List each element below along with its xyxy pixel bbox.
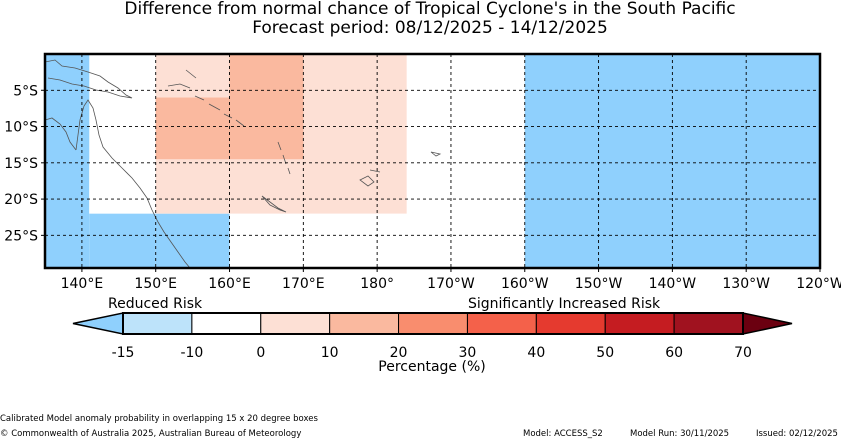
probability-cell-2 (155, 213, 230, 268)
probability-cells (45, 54, 820, 268)
colorbar-tick-8: 60 (665, 345, 683, 361)
samoa-coast (430, 151, 442, 157)
probability-cell-9 (450, 54, 525, 268)
lon-tick-label-5: 170°W (427, 276, 475, 292)
probability-cell-3 (89, 159, 156, 214)
forecast-period: Forecast period: 08/12/2025 - 14/12/2025 (252, 18, 608, 38)
probability-cell-10 (524, 54, 820, 268)
probability-cell-1 (89, 213, 156, 268)
colorbar-segment-2 (260, 312, 331, 335)
lat-tick-label-2: 15°S (4, 156, 38, 172)
colorbar-over-arrow (742, 312, 793, 335)
lon-tick-label-9: 130°W (722, 276, 770, 292)
colorbar-segment-1 (191, 312, 262, 335)
probability-cell-8 (377, 54, 407, 214)
colorbar-tick-5: 30 (459, 345, 477, 361)
colorbar-under-arrow (72, 312, 124, 335)
colorbar-tick-9: 70 (734, 345, 752, 361)
lat-tick-label-4: 25°S (4, 228, 38, 244)
colorbar-tick-3: 10 (321, 345, 339, 361)
colorbar-segment-8 (673, 312, 744, 335)
gulf-coast (45, 117, 77, 151)
model-name: Model: ACCESS_S2 (523, 429, 603, 439)
map-frame (43, 52, 822, 270)
new-britain-coast (167, 69, 197, 89)
probability-cell-6 (229, 54, 304, 160)
colorbar-segment-4 (398, 312, 468, 335)
copyright: © Commonwealth of Australia 2025, Austra… (0, 429, 302, 439)
reduced-risk-label: Reduced Risk (108, 296, 203, 312)
fiji-coast (359, 169, 381, 187)
colorbar-segment-7 (604, 312, 675, 335)
increased-risk-label: Significantly Increased Risk (468, 296, 661, 312)
issued-date: Issued: 02/12/2025 (756, 429, 838, 439)
colorbar-segment-6 (535, 312, 606, 335)
lon-tick-label-7: 150°W (575, 276, 623, 292)
colorbar: -15 -10 0 10 20 30 40 50 60 70 (72, 312, 793, 361)
colorbar-segment-0 (122, 312, 193, 335)
australia-coast (75, 99, 191, 268)
lat-tick-label-0: 5°S (13, 83, 38, 99)
colorbar-tick-0: -15 (112, 345, 135, 361)
model-run: Model Run: 30/11/2025 (630, 429, 730, 439)
probability-cell-0 (45, 54, 90, 268)
lat-tick-label-3: 20°S (4, 192, 38, 208)
map-title: Difference from normal chance of Tropica… (124, 0, 736, 19)
method-note: Calibrated Model anomaly probability in … (0, 414, 318, 424)
lon-tick-label-6: 160°W (501, 276, 549, 292)
colorbar-tick-6: 40 (527, 345, 545, 361)
colorbar-segment-5 (466, 312, 537, 335)
colorbar-tick-2: 0 (256, 345, 265, 361)
lon-tick-label-1: 150°E (134, 276, 177, 292)
new-caledonia-coast (261, 195, 287, 213)
new-guinea-coast (45, 59, 133, 99)
colorbar-tick-7: 50 (596, 345, 614, 361)
lat-tick-label-1: 10°S (4, 120, 38, 136)
colorbar-frame (122, 312, 744, 335)
probability-cell-7 (155, 97, 230, 160)
colorbar-tick-1: -10 (180, 345, 203, 361)
longitude-ticks: 140°E 150°E 160°E 170°E 180° 170°W 160°W 150°W 1… (61, 268, 841, 292)
solomon-islands-coast (194, 95, 245, 127)
coastlines (45, 59, 442, 268)
colorbar-segment-3 (329, 312, 400, 335)
lon-tick-label-10: 120°W (796, 276, 841, 292)
colorbar-xlabel: Percentage (%) (378, 359, 485, 375)
lon-tick-label-0: 140°E (61, 276, 104, 292)
lon-tick-label-2: 160°E (208, 276, 251, 292)
lon-tick-label-8: 140°W (649, 276, 697, 292)
latitude-ticks: 5°S 10°S 15°S 20°S 25°S (4, 83, 45, 244)
colorbar-tick-4: 20 (390, 345, 408, 361)
lon-tick-label-3: 170°E (282, 276, 325, 292)
lon-tick-label-4: 180° (360, 276, 394, 292)
